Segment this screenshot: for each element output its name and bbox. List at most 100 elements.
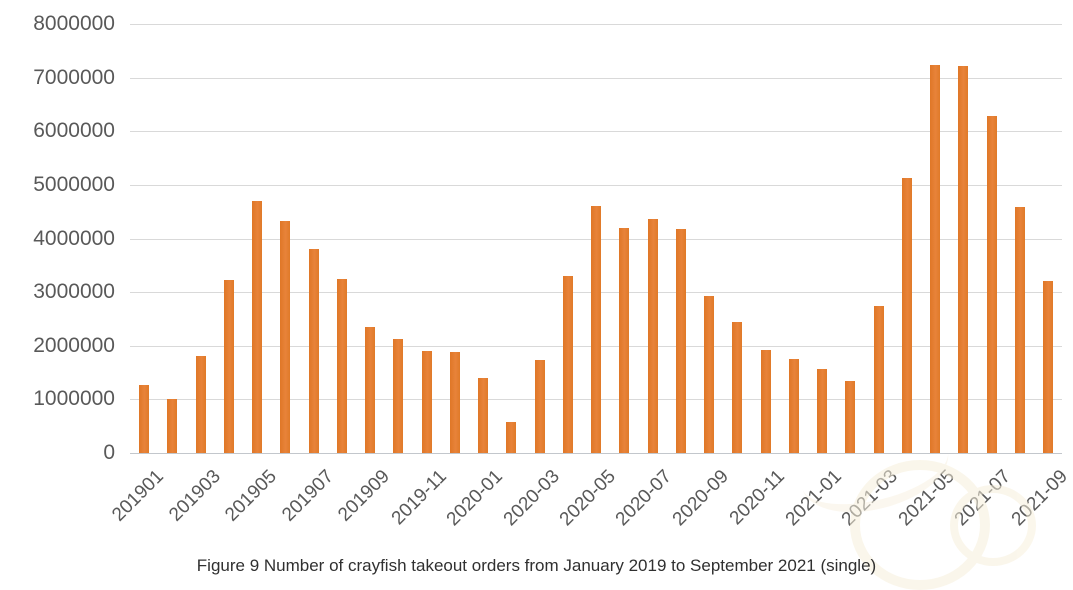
bar-slot xyxy=(526,24,554,453)
bar-slot xyxy=(893,24,921,453)
y-tick-label: 5000000 xyxy=(33,172,115,196)
bar xyxy=(788,359,799,453)
bar-slot xyxy=(300,24,328,453)
x-tick-label: 2020-07 xyxy=(612,466,677,531)
bar xyxy=(675,229,686,453)
x-tick-label: 2021-09 xyxy=(1007,466,1072,531)
gridline xyxy=(130,77,1062,79)
bar xyxy=(534,360,545,453)
x-tick-label: 2021-01 xyxy=(781,466,846,531)
x-tick-label: 2019-11 xyxy=(387,466,451,530)
bar xyxy=(365,326,376,453)
y-tick-label: 8000000 xyxy=(33,12,115,35)
bar xyxy=(449,352,460,453)
bar xyxy=(873,306,884,453)
bar xyxy=(760,349,771,453)
x-tick-label: 2020-09 xyxy=(668,466,733,531)
y-tick-label: 4000000 xyxy=(33,226,115,250)
bar-slot xyxy=(243,24,271,453)
bars-container xyxy=(130,24,1062,453)
bar-slot xyxy=(921,24,949,453)
bar xyxy=(252,200,263,453)
bar-slot xyxy=(215,24,243,453)
bar xyxy=(647,219,658,453)
bar xyxy=(901,178,912,453)
bar-slot xyxy=(356,24,384,453)
bar-slot xyxy=(949,24,977,453)
bar xyxy=(817,368,828,453)
x-tick-label: 2020-01 xyxy=(442,466,507,531)
x-tick-label: 201903 xyxy=(164,466,225,526)
bar xyxy=(958,66,969,453)
bar-slot xyxy=(723,24,751,453)
x-tick-label: 201901 xyxy=(108,466,168,526)
x-tick-label: 2021-07 xyxy=(951,466,1016,531)
y-tick-label: 1000000 xyxy=(33,387,115,411)
bar-slot xyxy=(187,24,215,453)
bar xyxy=(930,64,941,453)
bar xyxy=(195,356,206,453)
bar-slot xyxy=(469,24,497,453)
x-tick-label: 2021-05 xyxy=(894,466,959,531)
x-tick-label: 2020-05 xyxy=(555,466,620,531)
y-tick-label: 6000000 xyxy=(33,119,115,143)
gridline xyxy=(130,24,1062,25)
bar xyxy=(280,220,291,453)
y-tick-label: 3000000 xyxy=(33,280,115,304)
bar xyxy=(732,322,743,453)
bar xyxy=(421,351,432,453)
gridline xyxy=(130,131,1062,133)
bar-slot xyxy=(978,24,1006,453)
gridline xyxy=(130,184,1062,186)
bar-slot xyxy=(865,24,893,453)
bar xyxy=(478,378,489,453)
bar-slot xyxy=(271,24,299,453)
bar xyxy=(986,115,997,453)
bar-slot xyxy=(554,24,582,453)
y-tick-label: 2000000 xyxy=(33,333,115,357)
bar xyxy=(308,248,319,453)
bar-slot xyxy=(441,24,469,453)
bar xyxy=(1014,207,1025,453)
bar xyxy=(704,296,715,453)
bar-slot xyxy=(328,24,356,453)
gridline xyxy=(130,453,1062,454)
bar-slot xyxy=(752,24,780,453)
bar-slot xyxy=(836,24,864,453)
bar-slot xyxy=(384,24,412,453)
bar xyxy=(562,276,573,453)
bar xyxy=(336,278,347,453)
bar xyxy=(591,206,602,453)
bar-slot xyxy=(1034,24,1062,453)
bar-slot xyxy=(413,24,441,453)
x-tick-label: 201909 xyxy=(334,466,394,526)
x-tick-label: 2020-11 xyxy=(726,466,790,530)
bar xyxy=(506,421,517,453)
bar xyxy=(167,399,178,453)
x-tick-label: 201905 xyxy=(221,466,281,526)
bar-slot xyxy=(695,24,723,453)
bar-slot xyxy=(610,24,638,453)
bar xyxy=(1043,280,1054,453)
x-tick-label: 201907 xyxy=(277,466,338,526)
bar xyxy=(845,381,856,453)
bar-slot xyxy=(582,24,610,453)
bar-slot xyxy=(158,24,186,453)
bar-slot xyxy=(1006,24,1034,453)
figure-caption: Figure 9 Number of crayfish takeout orde… xyxy=(196,556,877,575)
bar-slot xyxy=(667,24,695,453)
bar xyxy=(619,227,630,453)
x-tick-label: 2021-03 xyxy=(838,466,903,531)
y-tick-label: 0 xyxy=(103,441,115,464)
bar-slot xyxy=(639,24,667,453)
bar xyxy=(393,338,404,453)
bar-slot xyxy=(780,24,808,453)
bar-chart-plot-area: 0 1000000 2000000 3000000 4000000 5000000 6000… xyxy=(33,12,1072,590)
bar-slot xyxy=(808,24,836,453)
y-tick-label: 7000000 xyxy=(33,65,115,89)
bar-slot xyxy=(497,24,525,453)
bar xyxy=(223,279,234,453)
bar-slot xyxy=(130,24,158,453)
x-tick-label: 2020-03 xyxy=(499,466,564,531)
